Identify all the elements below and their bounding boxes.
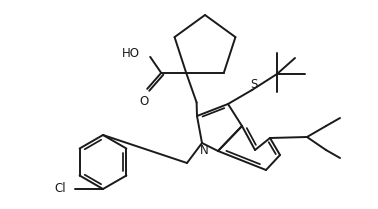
Text: HO: HO <box>122 47 140 60</box>
Text: Cl: Cl <box>54 182 66 195</box>
Text: N: N <box>200 144 208 158</box>
Text: O: O <box>139 95 149 108</box>
Text: S: S <box>250 78 258 90</box>
